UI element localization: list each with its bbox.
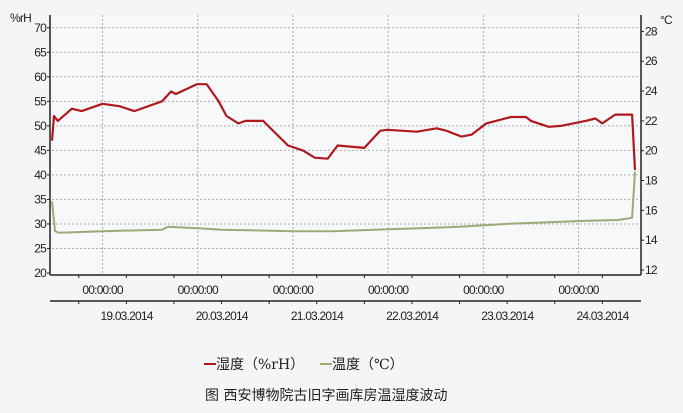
series-group bbox=[50, 83, 637, 234]
x-time-label: 00:00:00 bbox=[368, 283, 409, 297]
left-tick-label: 40 bbox=[34, 168, 47, 182]
x-date-label: 22.03.2014 bbox=[386, 309, 439, 323]
plot-area bbox=[52, 15, 640, 275]
x-time-label: 00:00:00 bbox=[82, 283, 123, 297]
figure-caption: 图 西安博物院古旧字画库房温湿度波动 bbox=[205, 387, 447, 404]
legend-label-humidity: 湿度（%rH） bbox=[216, 357, 304, 373]
x-date-label: 21.03.2014 bbox=[291, 309, 344, 323]
left-tick-label: 50 bbox=[34, 119, 47, 133]
x-time-label: 00:00:00 bbox=[558, 283, 599, 297]
left-tick-label: 35 bbox=[34, 192, 47, 206]
left-tick-label: 45 bbox=[34, 143, 47, 157]
right-tick-label: 24 bbox=[645, 84, 658, 98]
temperature-line bbox=[51, 171, 636, 234]
right-tick-label: 20 bbox=[645, 144, 658, 158]
x-date-label: 24.03.2014 bbox=[576, 309, 629, 323]
gridlines bbox=[52, 15, 640, 275]
right-tick-label: 16 bbox=[645, 203, 658, 217]
humidity-line bbox=[50, 83, 637, 171]
right-axis-unit: °C bbox=[660, 13, 673, 27]
right-tick-label: 28 bbox=[645, 24, 658, 38]
x-time-label: 00:00:00 bbox=[463, 283, 504, 297]
x-date-label: 23.03.2014 bbox=[481, 309, 534, 323]
right-tick-label: 14 bbox=[645, 233, 658, 247]
left-tick-label: 30 bbox=[34, 217, 47, 231]
right-tick-label: 18 bbox=[645, 174, 658, 188]
left-axis-unit: %rH bbox=[10, 11, 31, 25]
left-tick-label: 25 bbox=[34, 241, 47, 255]
x-date-label: 20.03.2014 bbox=[196, 309, 249, 323]
right-tick-label: 26 bbox=[645, 54, 658, 68]
left-tick-label: 65 bbox=[34, 45, 47, 59]
left-tick-label: 55 bbox=[34, 94, 47, 108]
x-time-label: 00:00:00 bbox=[273, 283, 314, 297]
right-tick-label: 22 bbox=[645, 114, 658, 128]
x-time-label: 00:00:00 bbox=[178, 283, 219, 297]
left-tick-label: 60 bbox=[34, 70, 47, 84]
legend: 湿度（%rH） 温度（℃） bbox=[204, 357, 404, 373]
left-tick-label: 20 bbox=[34, 266, 47, 280]
axes: 20 25 30 35 40 45 50 55 60 65 70 12 14 16 18 20 22 24 26 28… bbox=[34, 15, 659, 323]
left-tick-label: 70 bbox=[34, 21, 47, 35]
x-date-label: 19.03.2014 bbox=[101, 309, 154, 323]
right-tick-label: 12 bbox=[645, 263, 658, 277]
legend-label-temperature: 温度（℃） bbox=[332, 357, 404, 373]
